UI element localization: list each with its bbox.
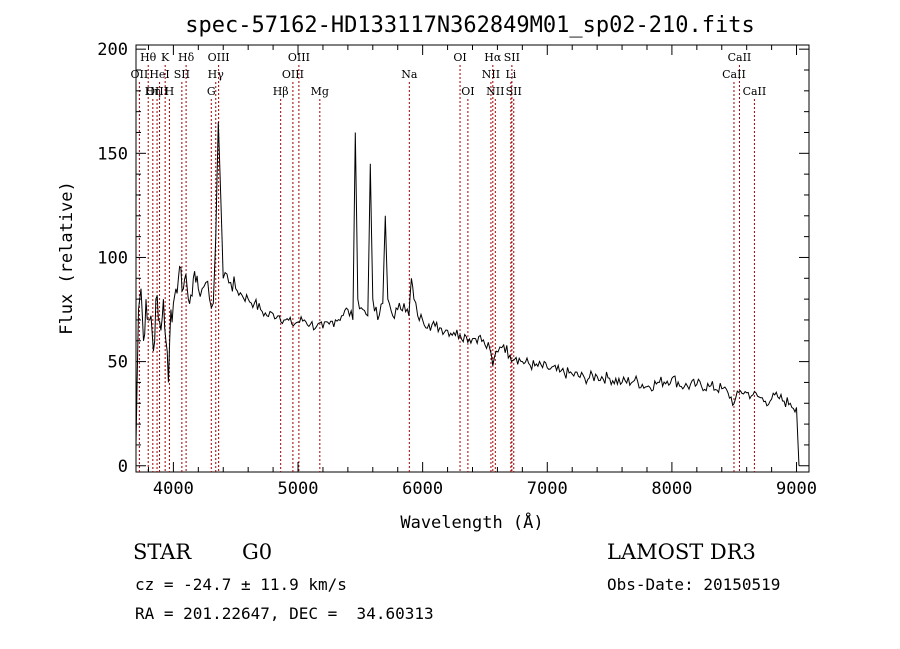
spectral-line-label: Hβ	[273, 85, 289, 98]
survey-name: LAMOST DR3	[607, 540, 756, 564]
spectral-line-label: SII	[504, 51, 520, 64]
spectrum-line	[135, 122, 800, 466]
y-tick-label: 200	[97, 40, 128, 60]
spectral-line-label: Hγ	[208, 68, 225, 81]
axis-ticks: 4000 5000 6000 7000 8000 9000 0 50 100 150 200	[97, 40, 817, 499]
x-axis-label: Wavelength (Å)	[400, 511, 543, 533]
spectral-line-label: OII	[131, 68, 149, 81]
spectral-line-label: CaII	[722, 68, 746, 81]
spectral-line-label: Na	[401, 68, 418, 81]
spectral-line-label: NII	[482, 68, 500, 81]
spectral-line-label: Hδ	[178, 51, 195, 64]
spectral-line-label: CaII	[728, 51, 752, 64]
spectral-line-label: Hθ	[140, 51, 157, 64]
spectral-line-label: K	[161, 51, 170, 64]
coordinates: RA = 201.22647, DEC = 34.60313	[135, 604, 434, 623]
spectral-line-label: OI	[461, 85, 474, 98]
spectral-line-label: Mg	[311, 85, 329, 98]
y-tick-label: 100	[97, 248, 128, 268]
y-axis-label: Flux (relative)	[57, 181, 77, 335]
x-tick-label: 9000	[776, 479, 817, 499]
x-tick-label: 8000	[651, 479, 692, 499]
x-tick-label: 4000	[153, 479, 194, 499]
plot-frame	[135, 44, 810, 473]
spectral-line-label: Hα	[484, 51, 502, 64]
spectral-line-label: OIII	[288, 51, 310, 64]
object-type: STAR	[133, 540, 192, 564]
y-tick-label: 50	[108, 353, 128, 373]
redshift-cz: cz = -24.7 ± 11.9 km/s	[135, 575, 347, 594]
x-tick-label: 6000	[402, 479, 443, 499]
y-tick-label: 0	[118, 457, 128, 477]
obs-date: Obs-Date: 20150519	[607, 575, 781, 594]
x-tick-label: 5000	[278, 479, 319, 499]
spectral-line-label: CaII	[743, 85, 767, 98]
spectral-line-label: OIII	[208, 51, 230, 64]
spectral-line-label: H	[165, 85, 175, 98]
spectral-line-label: OIII	[282, 68, 304, 81]
spectral-line-label: G	[207, 85, 216, 98]
spectral-line-label: Hη	[145, 85, 161, 98]
chart-title: spec-57162-HD133117N362849M01_sp02-210.f…	[185, 13, 755, 38]
spectral-line-label: OIII	[146, 85, 168, 98]
object-subclass: G0	[242, 540, 273, 564]
spectral-line-label: HeI	[149, 68, 169, 81]
spectral-line-label: SII	[174, 68, 190, 81]
spectral-line-label: NII	[486, 85, 504, 98]
y-tick-label: 150	[97, 144, 128, 164]
spectral-line-label: SII	[506, 85, 522, 98]
spectral-line-label: OI	[453, 51, 466, 64]
spectral-line-label: Li	[505, 68, 516, 81]
x-tick-label: 7000	[527, 479, 568, 499]
